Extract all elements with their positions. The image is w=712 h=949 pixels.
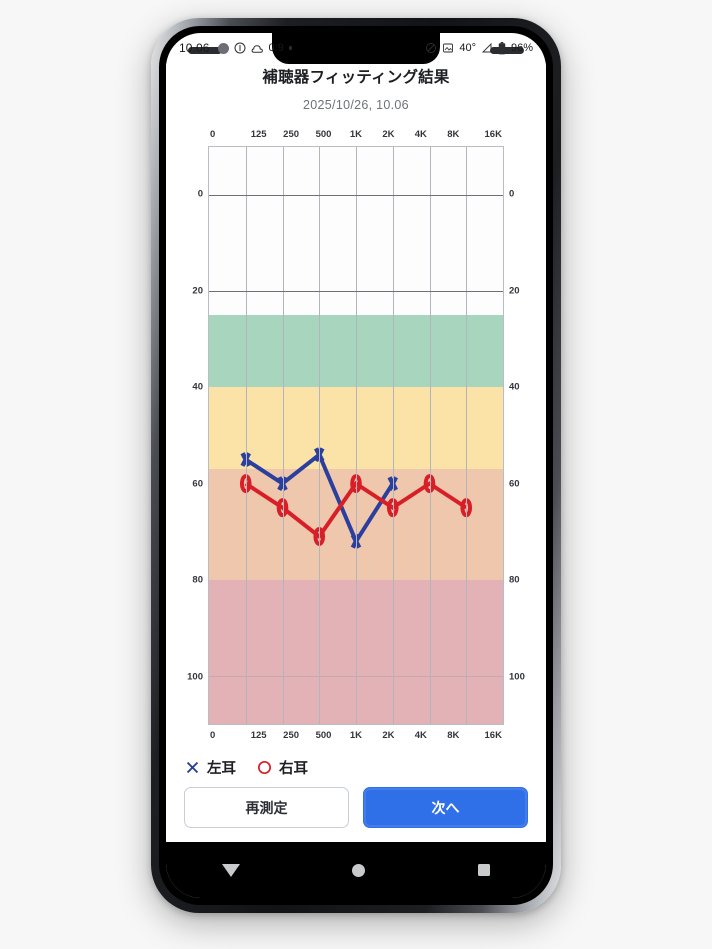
grid-line-horizontal <box>209 675 503 677</box>
dot-icon <box>288 46 293 50</box>
x-tick-label: 125 <box>250 730 267 741</box>
y-tick-label: 0 <box>197 188 203 200</box>
circle-mark-icon <box>256 759 273 776</box>
y-tick-label: 20 <box>192 285 203 297</box>
x-tick-label: 4K <box>414 730 427 741</box>
screenshot-icon <box>442 42 454 54</box>
y-tick-label: 100 <box>187 671 203 683</box>
x-axis-top: 0 125 250 500 1K 2K 4K 8K 16K <box>208 124 504 146</box>
grid-line-horizontal <box>209 195 503 197</box>
y-axis-left: 0 20 40 60 80 100 <box>180 146 208 725</box>
android-navigation-bar <box>166 842 546 898</box>
plot-area <box>208 146 504 725</box>
status-bar-left: 10.06 0:9 <box>179 41 293 55</box>
y-tick-label: 40 <box>192 381 203 393</box>
next-button[interactable]: 次へ <box>363 787 528 828</box>
grid-line-vertical <box>429 147 431 724</box>
status-bar: 10.06 0:9 <box>166 33 546 63</box>
action-buttons: 再測定 次へ <box>180 781 532 842</box>
status-time: 10.06 <box>179 41 210 55</box>
plot-area-container <box>208 146 504 725</box>
y-axis-right: 0 20 40 60 80 100 <box>504 146 532 725</box>
y-tick-label: 0 <box>509 188 515 200</box>
mute-icon <box>425 42 437 54</box>
y-tick-label: 100 <box>509 671 525 683</box>
phone-bezel: 10.06 0:9 <box>159 26 553 905</box>
x-tick-label: 0 <box>210 730 216 741</box>
x-tick-label: 2K <box>382 129 395 140</box>
info-icon <box>234 42 246 54</box>
measurement-timestamp: 2025/10/26, 10.06 <box>303 98 409 112</box>
battery-percent: 96% <box>510 42 533 54</box>
grid-line-vertical <box>392 147 394 724</box>
temperature-indicator: 40° <box>459 42 476 54</box>
x-tick-label: 16K <box>484 730 502 741</box>
circle-filled-icon <box>217 42 229 54</box>
x-tick-label: 1K <box>349 129 363 140</box>
grid-line-horizontal <box>209 291 503 293</box>
x-tick-label: 2K <box>382 730 395 741</box>
chat-badge: 0:9 <box>268 42 284 54</box>
page-title: 補聴器フィッティング結果 <box>262 69 450 86</box>
earpiece-speaker-left <box>188 47 222 54</box>
grid-line-vertical <box>503 147 504 724</box>
chart-legend: 左耳 右耳 <box>180 747 532 781</box>
phone-screen: 10.06 0:9 <box>166 33 546 898</box>
remeasure-button[interactable]: 再測定 <box>184 787 349 828</box>
x-tick-label: 250 <box>283 730 300 741</box>
phone-frame: 10.06 0:9 <box>151 18 561 913</box>
x-tick-label: 1K <box>349 730 363 741</box>
y-tick-label: 60 <box>192 478 203 490</box>
status-bar-right: 40° 96% <box>425 41 533 55</box>
earpiece-speaker-right <box>490 47 524 54</box>
x-tick-label: 8K <box>447 730 460 741</box>
phone-notch <box>272 33 440 64</box>
x-axis-bottom: 0 125 250 500 1K 2K 4K 8K 16K <box>208 725 504 747</box>
y-tick-label: 60 <box>509 478 520 490</box>
x-tick-label: 500 <box>315 129 332 140</box>
grid-line-vertical <box>319 147 321 724</box>
x-tick-label: 4K <box>414 129 427 140</box>
recents-icon[interactable] <box>477 864 490 876</box>
battery-icon <box>498 41 506 55</box>
x-tick-label: 500 <box>315 730 332 741</box>
x-tick-label: 250 <box>283 129 300 140</box>
audiogram-chart: 0 125 250 500 1K 2K 4K 8K 16K 0 125 250 500 1K 2K 4K 8K… <box>180 124 532 747</box>
grid-line-vertical <box>466 147 468 724</box>
back-icon[interactable] <box>222 863 241 877</box>
x-tick-label: 125 <box>250 129 267 140</box>
y-tick-label: 40 <box>509 381 520 393</box>
y-tick-label: 80 <box>509 574 520 586</box>
grid-line-vertical <box>356 147 357 724</box>
signal-icon <box>481 42 493 54</box>
y-tick-label: 20 <box>509 285 520 297</box>
grid-line-vertical <box>282 147 284 724</box>
legend-label: 右耳 <box>279 760 308 777</box>
x-tick-label: 16K <box>484 129 502 140</box>
cloud-icon <box>251 43 264 54</box>
home-icon[interactable] <box>352 863 366 877</box>
x-tick-label: 0 <box>210 129 216 140</box>
y-tick-label: 80 <box>192 574 203 586</box>
legend-item: 右耳 <box>256 757 308 778</box>
app-content: 補聴器フィッティング結果 2025/10/26, 10.06 0 125 250 50… <box>166 63 546 842</box>
x-mark-icon <box>184 759 201 776</box>
legend-item: 左耳 <box>184 757 236 778</box>
x-tick-label: 8K <box>447 129 460 140</box>
legend-label: 左耳 <box>207 760 236 777</box>
grid-line-vertical <box>245 147 247 724</box>
